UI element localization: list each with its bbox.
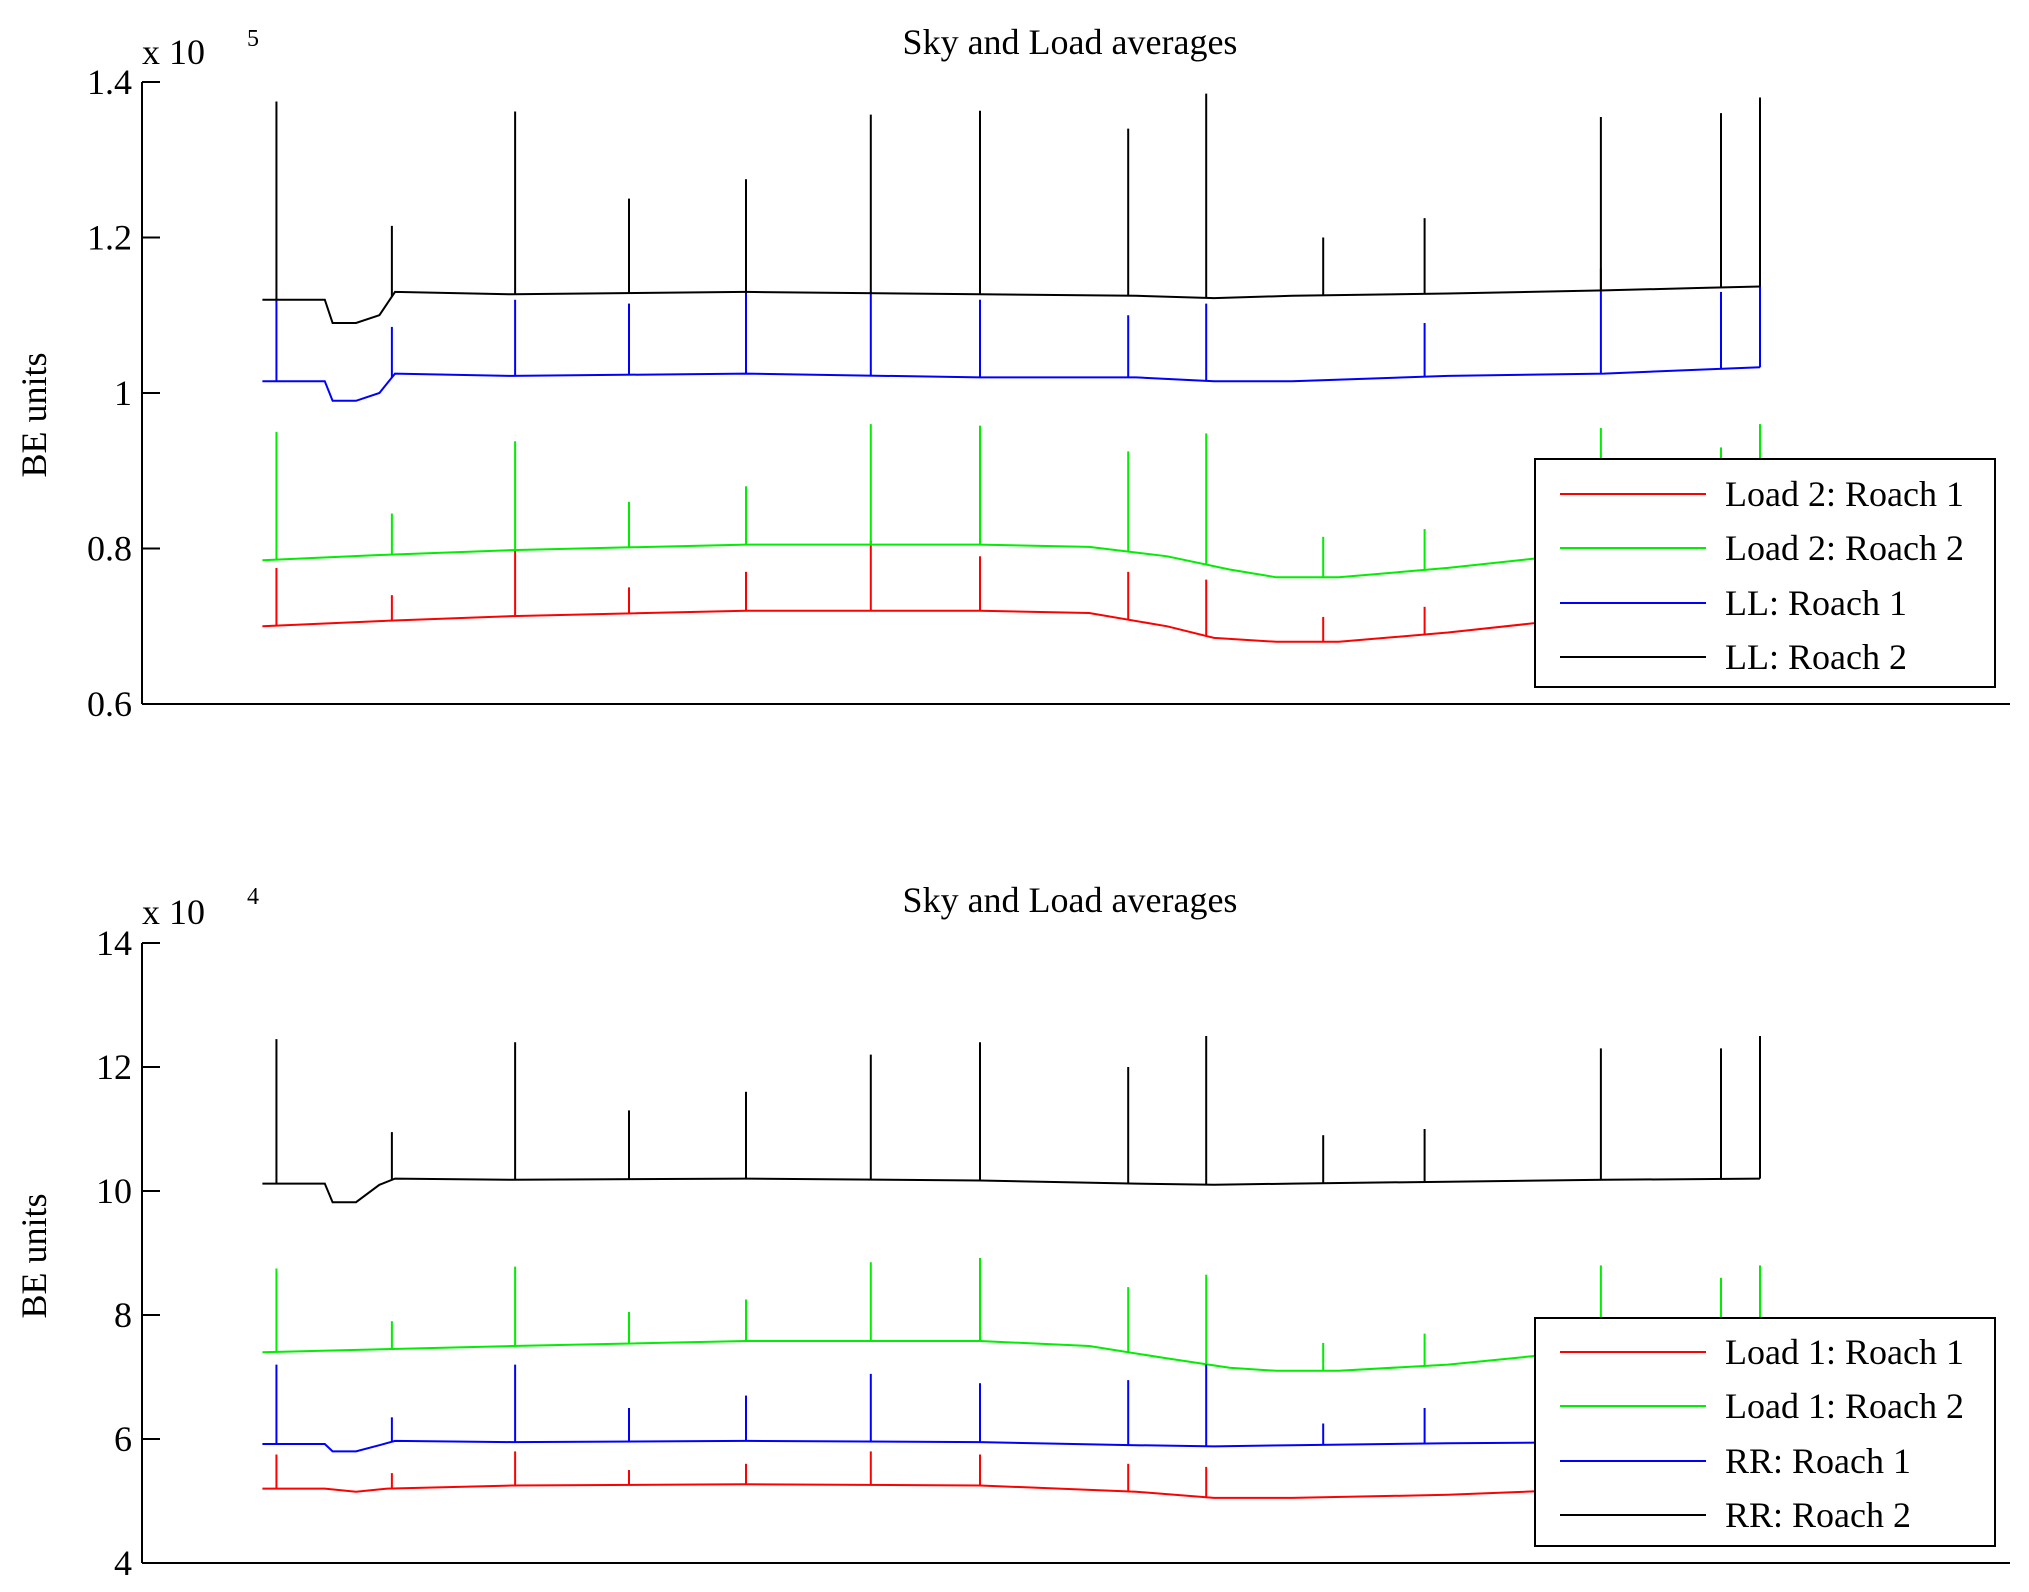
plot-lines bbox=[262, 1036, 1761, 1499]
legend-label: RR: Roach 1 bbox=[1725, 1441, 1911, 1481]
legend-label: RR: Roach 2 bbox=[1725, 1495, 1911, 1535]
series-line bbox=[262, 1340, 1761, 1372]
chart-panel-top: Sky and Load averages BE units x 10 5 0.… bbox=[14, 22, 2010, 724]
legend: Load 1: Roach 1 Load 1: Roach 2 RR: Roac… bbox=[1534, 1317, 1996, 1547]
y-tick-label: 1 bbox=[114, 373, 132, 413]
y-tick-label: 4 bbox=[114, 1543, 132, 1583]
series-line bbox=[262, 366, 1761, 402]
legend-label: Load 1: Roach 1 bbox=[1725, 1332, 1964, 1372]
y-exponent-base: x 10 bbox=[142, 32, 205, 72]
legend-label: Load 2: Roach 2 bbox=[1725, 528, 1964, 568]
series-line bbox=[262, 1177, 1761, 1204]
y-tick-label: 1.4 bbox=[87, 62, 132, 102]
legend-label: Load 1: Roach 2 bbox=[1725, 1386, 1964, 1426]
y-tick-label: 10 bbox=[96, 1171, 132, 1211]
y-exponent-power: 4 bbox=[247, 884, 259, 910]
legend-box bbox=[1534, 1317, 1996, 1547]
legend-label: Load 2: Roach 1 bbox=[1725, 474, 1964, 514]
y-axis-ticks: 0.6 0.8 1 1.2 1.4 bbox=[87, 62, 160, 724]
y-tick-label: 12 bbox=[96, 1047, 132, 1087]
legend-box bbox=[1534, 458, 1996, 688]
y-axis-label: BE units bbox=[14, 352, 54, 477]
series-line bbox=[262, 1439, 1760, 1453]
y-tick-label: 0.8 bbox=[87, 529, 132, 569]
legend-label: LL: Roach 2 bbox=[1725, 637, 1907, 677]
y-axis-ticks: 4 6 8 10 12 14 bbox=[96, 923, 160, 1583]
chart-panel-bottom: Sky and Load averages BE units x 10 4 4 6… bbox=[14, 880, 2010, 1583]
series-line bbox=[262, 285, 1761, 324]
y-tick-label: 6 bbox=[114, 1419, 132, 1459]
y-tick-label: 1.2 bbox=[87, 218, 132, 258]
y-exponent-power: 5 bbox=[247, 26, 259, 52]
chart-title: Sky and Load averages bbox=[903, 880, 1238, 920]
legend: Load 2: Roach 1 Load 2: Roach 2 LL: Roac… bbox=[1534, 458, 1996, 688]
y-tick-label: 14 bbox=[96, 923, 132, 963]
y-tick-label: 8 bbox=[114, 1295, 132, 1335]
plot-lines bbox=[262, 93, 1761, 643]
y-tick-label: 0.6 bbox=[87, 684, 132, 724]
chart-title: Sky and Load averages bbox=[903, 22, 1238, 62]
y-exponent-base: x 10 bbox=[142, 892, 205, 932]
y-axis-label: BE units bbox=[14, 1193, 54, 1318]
series-line bbox=[262, 609, 1761, 643]
series-line bbox=[262, 543, 1761, 579]
legend-label: LL: Roach 1 bbox=[1725, 583, 1907, 623]
